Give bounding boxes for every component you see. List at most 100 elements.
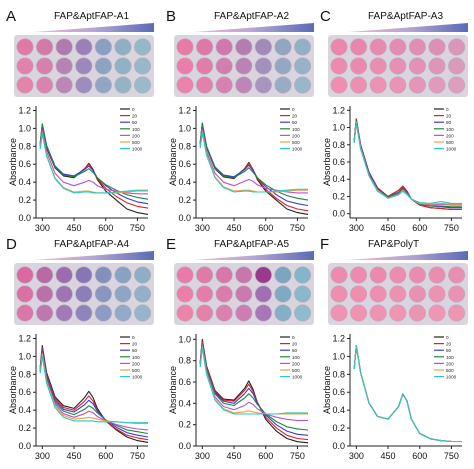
series-line-50 <box>39 348 149 438</box>
series-line-1000 <box>199 347 308 415</box>
series-line-20 <box>39 346 149 441</box>
legend-label: 1000 <box>446 147 457 152</box>
y-tick-label: 1.2 <box>18 333 31 343</box>
well <box>215 76 233 94</box>
legend-label: 100 <box>292 355 300 360</box>
legend-label: 20 <box>292 342 298 347</box>
y-tick-label: 0.6 <box>332 387 345 397</box>
well <box>428 304 446 322</box>
absorbance-chart: 0.0 0.2 0.4 0.6 0.8 1.0 1.2 300 450 600 750 Absorba… <box>8 105 149 233</box>
x-tick-label: 750 <box>444 223 459 233</box>
series-line-100 <box>199 123 309 201</box>
y-tick-label: 0.8 <box>332 140 345 150</box>
well <box>428 266 446 284</box>
well <box>330 38 348 56</box>
well <box>254 285 272 303</box>
well-plate <box>328 35 468 97</box>
y-tick-label: 0.2 <box>178 420 191 430</box>
well-plate <box>14 35 154 97</box>
x-tick-label: 450 <box>381 223 396 233</box>
well <box>389 285 407 303</box>
legend-label: 20 <box>446 114 452 119</box>
panel-c: C FAP&AptFAP-A3 0.0 0.2 0.4 0.6 0.8 1.0 1.2 300 45… <box>320 8 470 234</box>
well-plate <box>174 35 314 97</box>
series-line-1000 <box>353 122 462 204</box>
well <box>75 304 93 322</box>
well <box>350 38 368 56</box>
well <box>114 304 132 322</box>
well <box>274 285 292 303</box>
legend-label: 20 <box>446 342 452 347</box>
absorbance-chart: 0.0 0.2 0.4 0.6 0.8 1.0 1.2 300 450 600 750 Absorba… <box>8 333 149 461</box>
absorbance-chart: 0.0 0.2 0.4 0.6 0.8 1.0 1.2 300 450 600 750 Absorba… <box>322 333 462 461</box>
well <box>428 285 446 303</box>
legend-label: 0 <box>132 335 135 340</box>
well <box>330 285 348 303</box>
y-tick-label: 0.8 <box>178 141 191 151</box>
legend-label: 1000 <box>132 147 143 152</box>
well <box>254 76 272 94</box>
panel-title: FAP&AptFAP-A2 <box>214 11 290 22</box>
x-tick-label: 300 <box>195 223 210 233</box>
legend-label: 0 <box>292 107 295 112</box>
well <box>389 38 407 56</box>
legend-label: 100 <box>132 127 140 132</box>
well <box>36 266 54 284</box>
well <box>134 38 152 56</box>
legend-label: 50 <box>292 120 298 125</box>
panel-b: B FAP&AptFAP-A2 0.0 0.2 0.4 0.6 0.8 1.0 1.2 300 45… <box>166 8 316 234</box>
well <box>235 76 253 94</box>
legend-label: 200 <box>446 361 454 366</box>
series-line-100 <box>199 341 309 431</box>
well <box>176 304 194 322</box>
y-tick-label: 1.0 <box>18 123 31 133</box>
well <box>350 76 368 94</box>
well <box>215 38 233 56</box>
well <box>94 38 112 56</box>
well <box>428 76 446 94</box>
x-tick-label: 300 <box>349 223 364 233</box>
well <box>254 304 272 322</box>
well <box>369 285 387 303</box>
legend-label: 0 <box>292 335 295 340</box>
well <box>369 304 387 322</box>
panel-letter: F <box>320 236 330 253</box>
y-tick-label: 1.2 <box>178 105 191 115</box>
panel-f: F FAP&PolyT 0.0 0.2 0.4 0.6 0.8 1.0 1.2 300 450 600… <box>320 236 470 462</box>
well <box>176 266 194 284</box>
well <box>235 38 253 56</box>
well <box>55 38 73 56</box>
legend-label: 1000 <box>132 375 143 380</box>
well <box>389 57 407 75</box>
well <box>294 304 312 322</box>
well <box>114 76 132 94</box>
absorbance-chart: 0.0 0.2 0.4 0.6 0.8 1.0 300 450 600 750 Absorbance… <box>168 334 309 461</box>
well-plate <box>328 263 468 325</box>
concentration-wedge <box>194 23 314 32</box>
x-tick-label: 750 <box>130 223 145 233</box>
well <box>75 285 93 303</box>
y-tick-label: 1.0 <box>332 123 345 133</box>
well <box>389 304 407 322</box>
legend-label: 500 <box>446 140 454 145</box>
well <box>36 57 54 75</box>
well <box>75 38 93 56</box>
legend-label: 500 <box>292 140 300 145</box>
well <box>369 266 387 284</box>
series-line-0 <box>39 126 149 215</box>
well <box>408 285 426 303</box>
y-tick-label: 1.0 <box>18 351 31 361</box>
well <box>274 57 292 75</box>
well <box>294 266 312 284</box>
y-axis-label: Absorbance <box>8 138 18 186</box>
well <box>16 285 34 303</box>
panel-letter: A <box>6 8 17 25</box>
well <box>448 266 466 284</box>
panel-title: FAP&AptFAP-A3 <box>368 11 444 22</box>
y-tick-label: 0.8 <box>178 356 191 366</box>
well <box>330 76 348 94</box>
legend-label: 1000 <box>292 147 303 152</box>
well <box>36 38 54 56</box>
